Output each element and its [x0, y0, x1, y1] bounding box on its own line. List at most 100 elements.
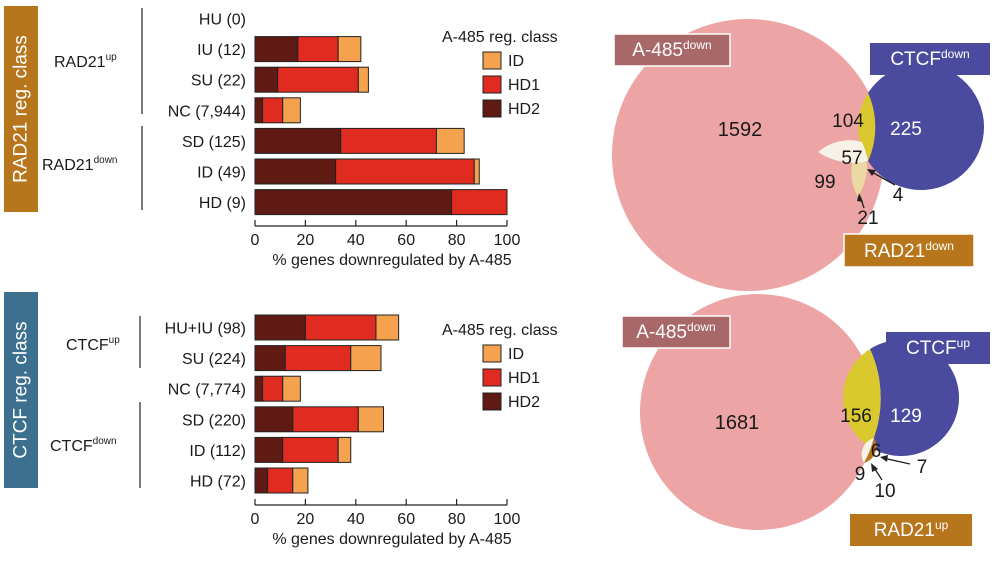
rad21-category-label: NC (7,944)	[168, 103, 246, 120]
ctcf-x-axis-label: % genes downregulated by A-485	[272, 531, 511, 548]
rad21-bar-hd2	[254, 66, 279, 93]
ctcf-legend: A-485 reg. class ID HD1 HD2	[442, 322, 558, 411]
rad21-bar-hd2	[254, 36, 299, 63]
rad21-bar-id	[282, 97, 301, 124]
rad21-tick-label: 20	[297, 232, 315, 249]
ctcf-tick-label: 20	[297, 511, 315, 528]
venn-bottom-count-rad21-a485: 9	[855, 464, 866, 485]
ctcf-tick-label: 100	[494, 511, 521, 528]
rad21-legend-swatch-hd1	[482, 75, 502, 94]
venn-top-count-ctcf-a485: 104	[832, 111, 864, 132]
venn-top-ctcf-box	[870, 43, 990, 75]
rad21-bar-hd1	[340, 127, 437, 154]
ctcf-category-label: SU (224)	[182, 351, 246, 368]
rad21-x-axis-label: % genes downregulated by A-485	[272, 252, 511, 269]
rad21-bar-hd2	[254, 127, 342, 154]
ctcf-tick-label: 80	[448, 511, 466, 528]
venn-bottom-ctcf-label: CTCFup	[906, 336, 970, 359]
ctcf-category-labels: HU+IU (98) SU (224) NC (7,774) SD (220) ID (…	[165, 321, 246, 491]
venn-top-count-rad21-a485: 99	[814, 172, 835, 193]
rad21-legend-label-id: ID	[508, 53, 524, 70]
rad21-bar-id	[337, 36, 362, 63]
ctcf-side-label: CTCF reg. class	[11, 321, 32, 458]
venn-bottom-ctcf-only-region	[870, 340, 960, 456]
ctcf-bar-hd2	[254, 314, 306, 341]
venn-bottom-rad21-only-arrowhead	[871, 463, 878, 472]
venn-bottom-ctcf-rad21-arrow	[882, 457, 911, 465]
ctcf-legend-swatch-hd2	[482, 392, 502, 411]
ctcf-bar-panel: CTCF reg. class CTCFup CTCFdown HU+IU (9…	[4, 292, 558, 548]
rad21-tick-label: 40	[347, 232, 365, 249]
rad21-bars	[254, 36, 508, 216]
rad21-tick-label: 0	[251, 232, 260, 249]
rad21-category-label: SD (125)	[182, 134, 246, 151]
venn-bottom-triple-region	[861, 438, 874, 463]
ctcf-down-group-label: CTCFdown	[50, 436, 117, 455]
ctcf-up-group-label: CTCFup	[66, 335, 120, 354]
venn-bottom-a485-circle	[640, 294, 876, 530]
venn-bottom-rad21-label: RAD21up	[874, 518, 949, 541]
rad21-legend-label-hd1: HD1	[508, 77, 540, 94]
venn-bottom-count-ctcf-a485: 156	[840, 406, 872, 427]
rad21-legend-label-hd2: HD2	[508, 101, 540, 118]
rad21-legend-swatch-hd2	[482, 99, 502, 118]
rad21-bar-id	[435, 127, 465, 154]
rad21-side-box	[4, 6, 38, 212]
ctcf-category-label: SD (220)	[182, 412, 246, 429]
venn-top-a485-label: A-485down	[632, 38, 711, 61]
ctcf-category-label: NC (7,774)	[168, 382, 246, 399]
venn-top-ctcf-rad21-arrow	[869, 170, 896, 186]
rad21-bar-panel: RAD21 reg. class RAD21up RAD21down HU (0…	[4, 6, 558, 269]
rad21-tick-label: 60	[397, 232, 415, 249]
venn-top-rad21-only-arrowhead	[857, 193, 863, 202]
rad21-bar-hd1	[451, 189, 508, 216]
rad21-category-label: HD (9)	[199, 195, 246, 212]
rad21-bar-hd1	[262, 97, 284, 124]
rad21-category-label: HU (0)	[199, 12, 246, 29]
ctcf-legend-label-hd2: HD2	[508, 394, 540, 411]
ctcf-bar-id	[337, 436, 352, 463]
ctcf-legend-swatch-id	[482, 344, 502, 363]
ctcf-bar-hd2	[254, 345, 286, 372]
ctcf-bar-id	[350, 345, 382, 372]
rad21-category-label: ID (49)	[197, 165, 246, 182]
ctcf-bar-hd1	[262, 375, 284, 402]
rad21-up-group-label: RAD21up	[54, 52, 117, 71]
ctcf-bars	[254, 314, 400, 494]
rad21-legend-swatch-id	[482, 51, 502, 70]
ctcf-category-label: ID (112)	[189, 443, 246, 460]
venn-bottom-ctcf-rad21-arrowhead	[880, 455, 888, 462]
venn-bottom-count-ctcf-rad21: 7	[917, 457, 928, 478]
venn-top-rad21-box	[843, 233, 975, 268]
rad21-tick-label: 80	[448, 232, 466, 249]
venn-top-count-a485-only: 1592	[718, 119, 763, 141]
ctcf-bar-hd1	[292, 406, 359, 433]
ctcf-bar-id	[357, 406, 385, 433]
venn-top-triple-region	[818, 140, 868, 163]
venn-top-ctcf-only-region	[868, 64, 985, 190]
venn-bottom-count-ctcf-only: 129	[890, 406, 922, 427]
rad21-bar-hd1	[335, 158, 475, 185]
venn-top-a485-box	[613, 33, 731, 67]
rad21-bar-id	[473, 158, 480, 185]
ctcf-bar-hd1	[304, 314, 377, 341]
venn-top: A-485down CTCFdown RAD21down 1592 104 22…	[612, 19, 990, 291]
rad21-legend: A-485 reg. class ID HD1 HD2	[442, 29, 558, 118]
rad21-bar-id	[357, 66, 369, 93]
rad21-tick-label: 100	[494, 232, 521, 249]
venn-top-a485-circle	[612, 19, 884, 291]
venn-top-count-triple: 57	[841, 148, 862, 169]
venn-bottom-a485-label: A-485down	[636, 320, 715, 343]
venn-bottom-rad21-region	[864, 438, 877, 463]
venn-bottom-ctcf-box	[886, 332, 990, 364]
ctcf-legend-title: A-485 reg. class	[442, 322, 558, 339]
venn-bottom: A-485down CTCFup RAD21up 1681 156 129 6 …	[621, 294, 990, 546]
venn-top-count-ctcf-rad21: 4	[893, 185, 904, 206]
ctcf-side-box	[4, 292, 38, 488]
venn-bottom-a485-box	[621, 315, 731, 349]
rad21-bar-hd1	[297, 36, 339, 63]
ctcf-legend-label-id: ID	[508, 346, 524, 363]
rad21-x-axis: 0 20 40 60 80 100	[251, 220, 521, 249]
rad21-category-labels: HU (0) IU (12) SU (22) NC (7,944) SD (125) ID…	[168, 12, 246, 213]
